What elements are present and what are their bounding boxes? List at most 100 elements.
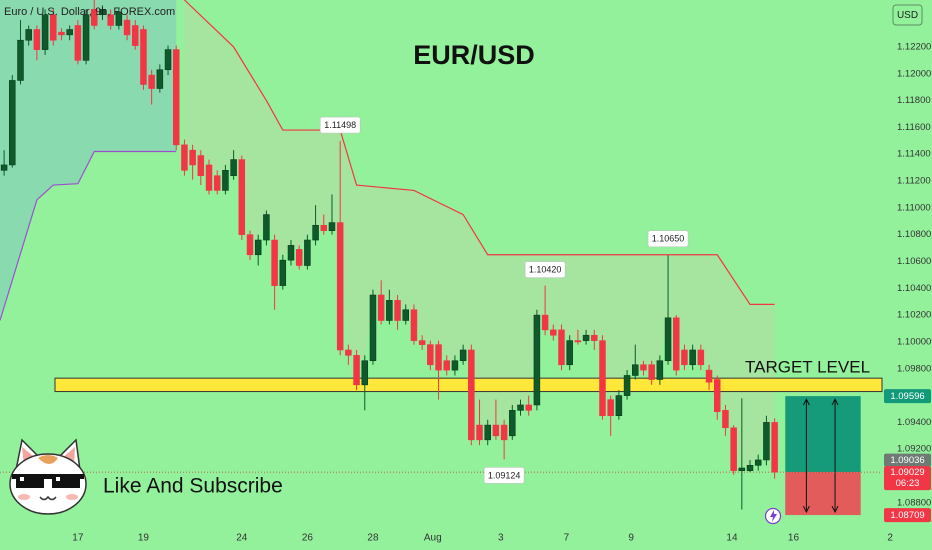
y-tick-label: 1.10800 <box>897 229 931 240</box>
y-tick-label: 1.10400 <box>897 283 931 294</box>
candle-body <box>17 39 24 81</box>
cat-icon <box>9 438 87 515</box>
candle-body <box>427 344 434 366</box>
candle-body <box>328 222 336 231</box>
candle-body <box>295 249 303 266</box>
candle-body <box>582 334 590 341</box>
candle-body <box>517 404 524 411</box>
candle-body <box>656 360 664 380</box>
candle-body <box>525 404 532 411</box>
candle-body <box>476 424 483 441</box>
caption: Like And Subscribe <box>103 475 283 498</box>
candle-body <box>140 29 147 85</box>
price-callout <box>319 116 361 134</box>
candle-body <box>468 349 475 441</box>
candle-body <box>459 349 467 362</box>
candle-body <box>418 340 426 345</box>
candle-body <box>566 340 573 366</box>
mark-price-tag-label: 1.09036 <box>890 455 924 466</box>
price-callout <box>483 467 525 484</box>
candle-body <box>353 355 360 386</box>
candle-body <box>443 360 450 371</box>
loss-zone <box>785 472 861 516</box>
candle-body <box>689 349 696 366</box>
candle-body <box>541 314 549 331</box>
x-tick-label: 24 <box>236 533 248 544</box>
candle-body <box>345 349 352 356</box>
candle-body <box>107 14 114 26</box>
candle-body <box>222 170 229 191</box>
candle-body <box>386 300 393 321</box>
candle-body <box>533 314 541 406</box>
trend-fill <box>0 0 177 321</box>
profit-zone <box>785 396 861 473</box>
candle-body <box>123 19 131 36</box>
y-tick-label: 1.11200 <box>897 176 931 187</box>
arrow-head <box>831 398 839 514</box>
candle-body <box>148 74 155 89</box>
x-tick-label: 7 <box>564 533 570 544</box>
x-tick-label: 3 <box>498 533 504 544</box>
alert-icon[interactable] <box>764 507 782 525</box>
candle-body <box>197 155 205 176</box>
arrow-head <box>802 398 810 514</box>
candle-body <box>41 14 49 50</box>
candle-body <box>722 410 729 429</box>
x-tick-label: 16 <box>788 533 800 544</box>
x-tick-label: 14 <box>726 533 738 544</box>
target-tag <box>884 389 931 404</box>
candle-body <box>254 239 262 256</box>
currency-box[interactable] <box>892 4 923 26</box>
trend-line <box>184 0 775 305</box>
candle-body <box>238 159 246 235</box>
candle-body <box>320 224 328 231</box>
candle-body <box>279 259 287 286</box>
candle-body <box>492 424 500 437</box>
candle-body <box>271 239 278 286</box>
candle-body <box>99 9 106 16</box>
candle-body <box>131 25 139 46</box>
candle-body <box>697 349 705 366</box>
candle-body <box>33 29 41 50</box>
y-tick-label: 1.09800 <box>897 363 931 374</box>
candle-body <box>402 309 410 321</box>
x-tick-label: 28 <box>367 533 379 544</box>
candle-body <box>632 364 639 376</box>
candle-body <box>369 294 377 362</box>
price-callout-label: 1.10420 <box>529 265 562 275</box>
candle-body <box>304 239 311 266</box>
candle-body <box>509 410 516 437</box>
candle-body <box>91 9 98 26</box>
price-callout-label: 1.10650 <box>652 234 685 244</box>
candle-body <box>312 224 319 241</box>
price-callout-label: 1.09124 <box>488 470 521 480</box>
candle-body <box>607 399 614 416</box>
candle-body <box>246 234 254 256</box>
candle-body <box>550 329 557 336</box>
x-tick-label: 17 <box>72 533 84 544</box>
currency-label: USD <box>897 10 918 21</box>
candle-body <box>754 459 762 466</box>
x-tick-label: Aug <box>424 533 442 544</box>
candle-body <box>451 360 459 371</box>
y-tick-label: 1.12200 <box>897 41 931 52</box>
candle-body <box>574 340 582 343</box>
price-callout <box>647 230 689 248</box>
candle-body <box>58 31 65 36</box>
price-callout <box>524 261 566 278</box>
candle-body <box>361 360 369 386</box>
symbol-header: Euro / U.S. Dollar, 9h, FOREX.com <box>4 6 175 18</box>
candle-body <box>25 29 32 41</box>
candle-body <box>189 149 196 166</box>
candle-body <box>115 11 123 26</box>
chart-title: EUR/USD <box>413 40 535 70</box>
mark-price-tag <box>884 453 931 467</box>
y-tick-label: 1.09200 <box>897 444 931 455</box>
y-tick-label: 1.10200 <box>897 310 931 321</box>
candle-body <box>713 379 721 412</box>
countdown-label: 06:23 <box>896 478 920 489</box>
target-label: TARGET LEVEL <box>745 358 870 377</box>
candle-body <box>181 144 188 171</box>
candle-body <box>623 375 631 396</box>
